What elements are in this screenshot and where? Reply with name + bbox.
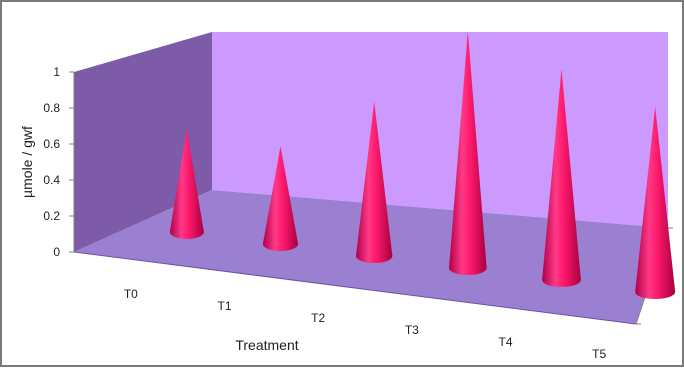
- cone-T2: [355, 101, 393, 264]
- x-tick-label: T2: [311, 311, 325, 325]
- y-tick-label: 0.2: [43, 209, 60, 223]
- cones: [169, 31, 676, 299]
- cone-body: [355, 101, 393, 264]
- cone-body: [542, 68, 581, 287]
- y-tick-label: 0: [53, 245, 60, 259]
- cone-T5: [635, 106, 676, 299]
- cone-body: [169, 128, 204, 239]
- x-tick-label: T1: [217, 299, 231, 313]
- cone-body: [449, 31, 487, 275]
- y-axis-title: µmole / gwf: [19, 126, 35, 198]
- cone-body: [635, 106, 676, 299]
- x-tick-label: T4: [498, 335, 512, 349]
- y-ticks: 0 0.2 0.4 0.6 0.8 1: [43, 65, 74, 259]
- cone-T1: [262, 146, 299, 251]
- cone-T3: [449, 31, 487, 275]
- y-tick-label: 0.8: [43, 101, 60, 115]
- x-tick-label: T5: [592, 347, 606, 361]
- x-tick-label: T0: [124, 287, 138, 301]
- x-axis-title: Treatment: [235, 337, 298, 353]
- cone-T0: [169, 128, 204, 239]
- x-tick-label: T3: [405, 323, 419, 337]
- x-ticks: T0 T1 T2 T3 T4 T5: [124, 287, 607, 361]
- floor-edge: [73, 251, 637, 325]
- cone-body: [262, 146, 299, 251]
- cone-T4: [542, 68, 581, 287]
- y-tick-label: 1: [53, 65, 60, 79]
- y-tick-label: 0.6: [43, 137, 60, 151]
- y-tick-label: 0.4: [43, 173, 60, 187]
